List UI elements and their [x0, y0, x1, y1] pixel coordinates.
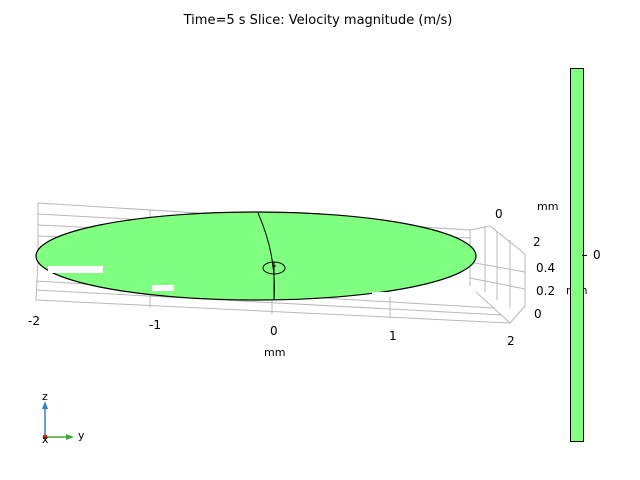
x-tick-label: 0: [270, 324, 278, 338]
x-tick-label: -1: [149, 318, 161, 332]
x-tick-label: -2: [28, 314, 40, 328]
x-axis-unit: mm: [264, 346, 286, 359]
color-legend-tick: [582, 255, 587, 256]
depth-tick-label: 2: [533, 235, 541, 249]
triad-y-label: y: [78, 429, 85, 442]
x-tick-label: 2: [507, 334, 515, 348]
depth-axis-unit: mm: [537, 200, 559, 213]
orientation-triad: [42, 401, 74, 440]
triad-x-label: x: [42, 433, 49, 446]
depth-tick-label: 0: [495, 207, 503, 221]
center-marker: [262, 261, 286, 300]
slice-edge-gaps: [48, 266, 472, 297]
z-tick-label: 0.2: [536, 284, 556, 298]
z-tick-label: 0.4: [536, 261, 556, 275]
velocity-slice: [35, 211, 477, 301]
color-legend-label: 0: [593, 248, 601, 262]
z-tick-label: 0: [534, 307, 542, 321]
x-tick-label: 1: [389, 329, 397, 343]
triad-z-label: z: [42, 390, 48, 403]
plot-title: Time=5 s Slice: Velocity magnitude (m/s): [183, 13, 453, 28]
